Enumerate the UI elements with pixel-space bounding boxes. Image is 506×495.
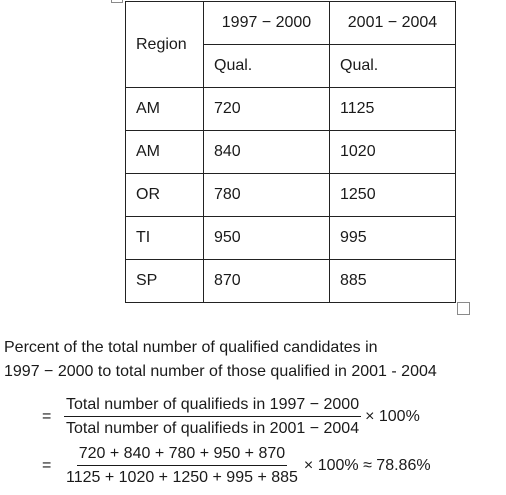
sub-header-cell-2: Qual. xyxy=(329,44,456,88)
qualified-candidates-table: Region 1997 − 2000 2001 − 2004 Qual. Qua… xyxy=(125,1,456,303)
table-anchor-mark xyxy=(111,0,123,3)
period1-header-cell: 1997 − 2000 xyxy=(203,1,330,45)
fraction: 720 + 840 + 780 + 950 + 870 1125 + 1020 … xyxy=(64,444,300,488)
period2-value-cell: 1125 xyxy=(329,87,456,131)
period1-value-cell: 870 xyxy=(203,259,330,303)
fraction: Total number of qualifieds in 1997 − 200… xyxy=(64,395,362,439)
fraction-numerator: Total number of qualifieds in 1997 − 200… xyxy=(64,395,362,417)
sub-header-cell-1: Qual. xyxy=(203,44,330,88)
sub-header-2: Qual. xyxy=(340,57,379,74)
fraction-denominator: 1125 + 1020 + 1250 + 995 + 885 xyxy=(66,469,298,486)
region-cell: TI xyxy=(125,216,204,260)
region-cell: AM xyxy=(125,87,204,131)
table-header-row: Region 1997 − 2000 2001 − 2004 xyxy=(125,1,456,88)
region-header: Region xyxy=(136,35,187,53)
region-cell: SP xyxy=(125,259,204,303)
formula-line-1: = Total number of qualifieds in 1997 − 2… xyxy=(42,395,420,439)
equals-sign: = xyxy=(42,457,52,474)
equals-sign: = xyxy=(42,408,52,425)
fraction-numerator: 720 + 840 + 780 + 950 + 870 xyxy=(76,444,288,466)
period2-value-cell: 1020 xyxy=(329,130,456,174)
period1-header: 1997 − 2000 xyxy=(221,14,312,31)
table-row: SP 870 885 xyxy=(125,259,456,303)
period1-value-cell: 950 xyxy=(203,216,330,260)
fraction-denominator: Total number of qualifieds in 2001 − 200… xyxy=(66,420,360,437)
table-subheader-row: Qual. Qual. xyxy=(126,44,456,88)
formula-line-2: = 720 + 840 + 780 + 950 + 870 1125 + 102… xyxy=(42,444,431,488)
period2-header-cell: 2001 − 2004 xyxy=(329,1,456,45)
table-row: OR 780 1250 xyxy=(125,173,456,217)
explanation-text: Percent of the total number of qualified… xyxy=(4,336,504,384)
region-header-cell: Region xyxy=(125,1,204,88)
table-row: AM 840 1020 xyxy=(125,130,456,174)
table-row: AM 720 1125 xyxy=(125,87,456,131)
region-cell: AM xyxy=(125,130,204,174)
table-resize-handle[interactable] xyxy=(457,302,470,315)
period2-value-cell: 995 xyxy=(329,216,456,260)
period2-value-cell: 1250 xyxy=(329,173,456,217)
multiplier-text: × 100% xyxy=(365,408,420,425)
explanation-line-2: 1997 − 2000 to total number of those qua… xyxy=(4,363,437,380)
sub-header-1: Qual. xyxy=(214,57,253,74)
result-text: × 100% ≈ 78.86% xyxy=(303,457,431,474)
period2-value-cell: 885 xyxy=(329,259,456,303)
period1-value-cell: 840 xyxy=(203,130,330,174)
region-cell: OR xyxy=(125,173,204,217)
explanation-line-1: Percent of the total number of qualified… xyxy=(4,339,378,356)
period1-value-cell: 780 xyxy=(203,173,330,217)
table-row: TI 950 995 xyxy=(125,216,456,260)
period2-header: 2001 − 2004 xyxy=(347,14,438,31)
period1-value-cell: 720 xyxy=(203,87,330,131)
